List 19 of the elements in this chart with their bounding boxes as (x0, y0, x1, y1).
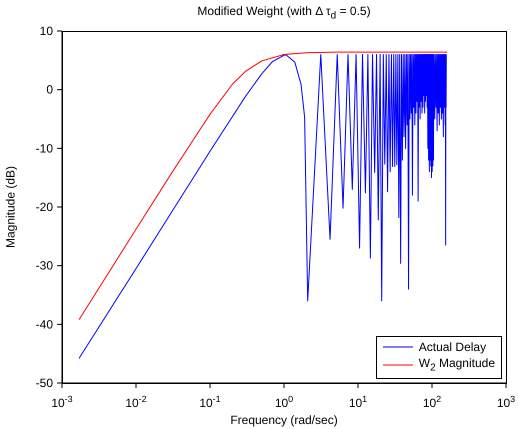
y-tick-label: -20 (36, 200, 54, 214)
x-tick-label: 10$^{0}$ (274, 394, 294, 410)
legend-label: Actual Delay (418, 338, 486, 355)
x-tick-label: 10$^{-3}$ (51, 394, 73, 410)
x-tick-label: 10$^{-1}$ (199, 394, 221, 410)
legend-label: W$_{2}$ Magnitude (418, 354, 495, 375)
x-tick-label: 10$^{3}$ (496, 394, 516, 410)
y-axis-title: Magnitude (dB) (3, 166, 18, 248)
x-tick-label: 10$^{2}$ (422, 394, 442, 410)
x-tick-label: 10$^{-2}$ (125, 394, 147, 410)
y-tick-label: 10 (40, 24, 54, 38)
y-tick-label: -10 (36, 141, 54, 156)
x-axis-title: Frequency (rad/sec) (230, 413, 338, 427)
y-tick-label: -50 (36, 376, 54, 390)
x-tick-label: 10$^{1}$ (348, 394, 368, 410)
y-tick-label: -40 (36, 317, 54, 332)
chart-title: Modified Weight (with Δ τ$_{d}$ = 0.5) (196, 4, 372, 22)
y-tick-label: -30 (36, 258, 54, 273)
y-tick-label: 0 (46, 82, 54, 97)
